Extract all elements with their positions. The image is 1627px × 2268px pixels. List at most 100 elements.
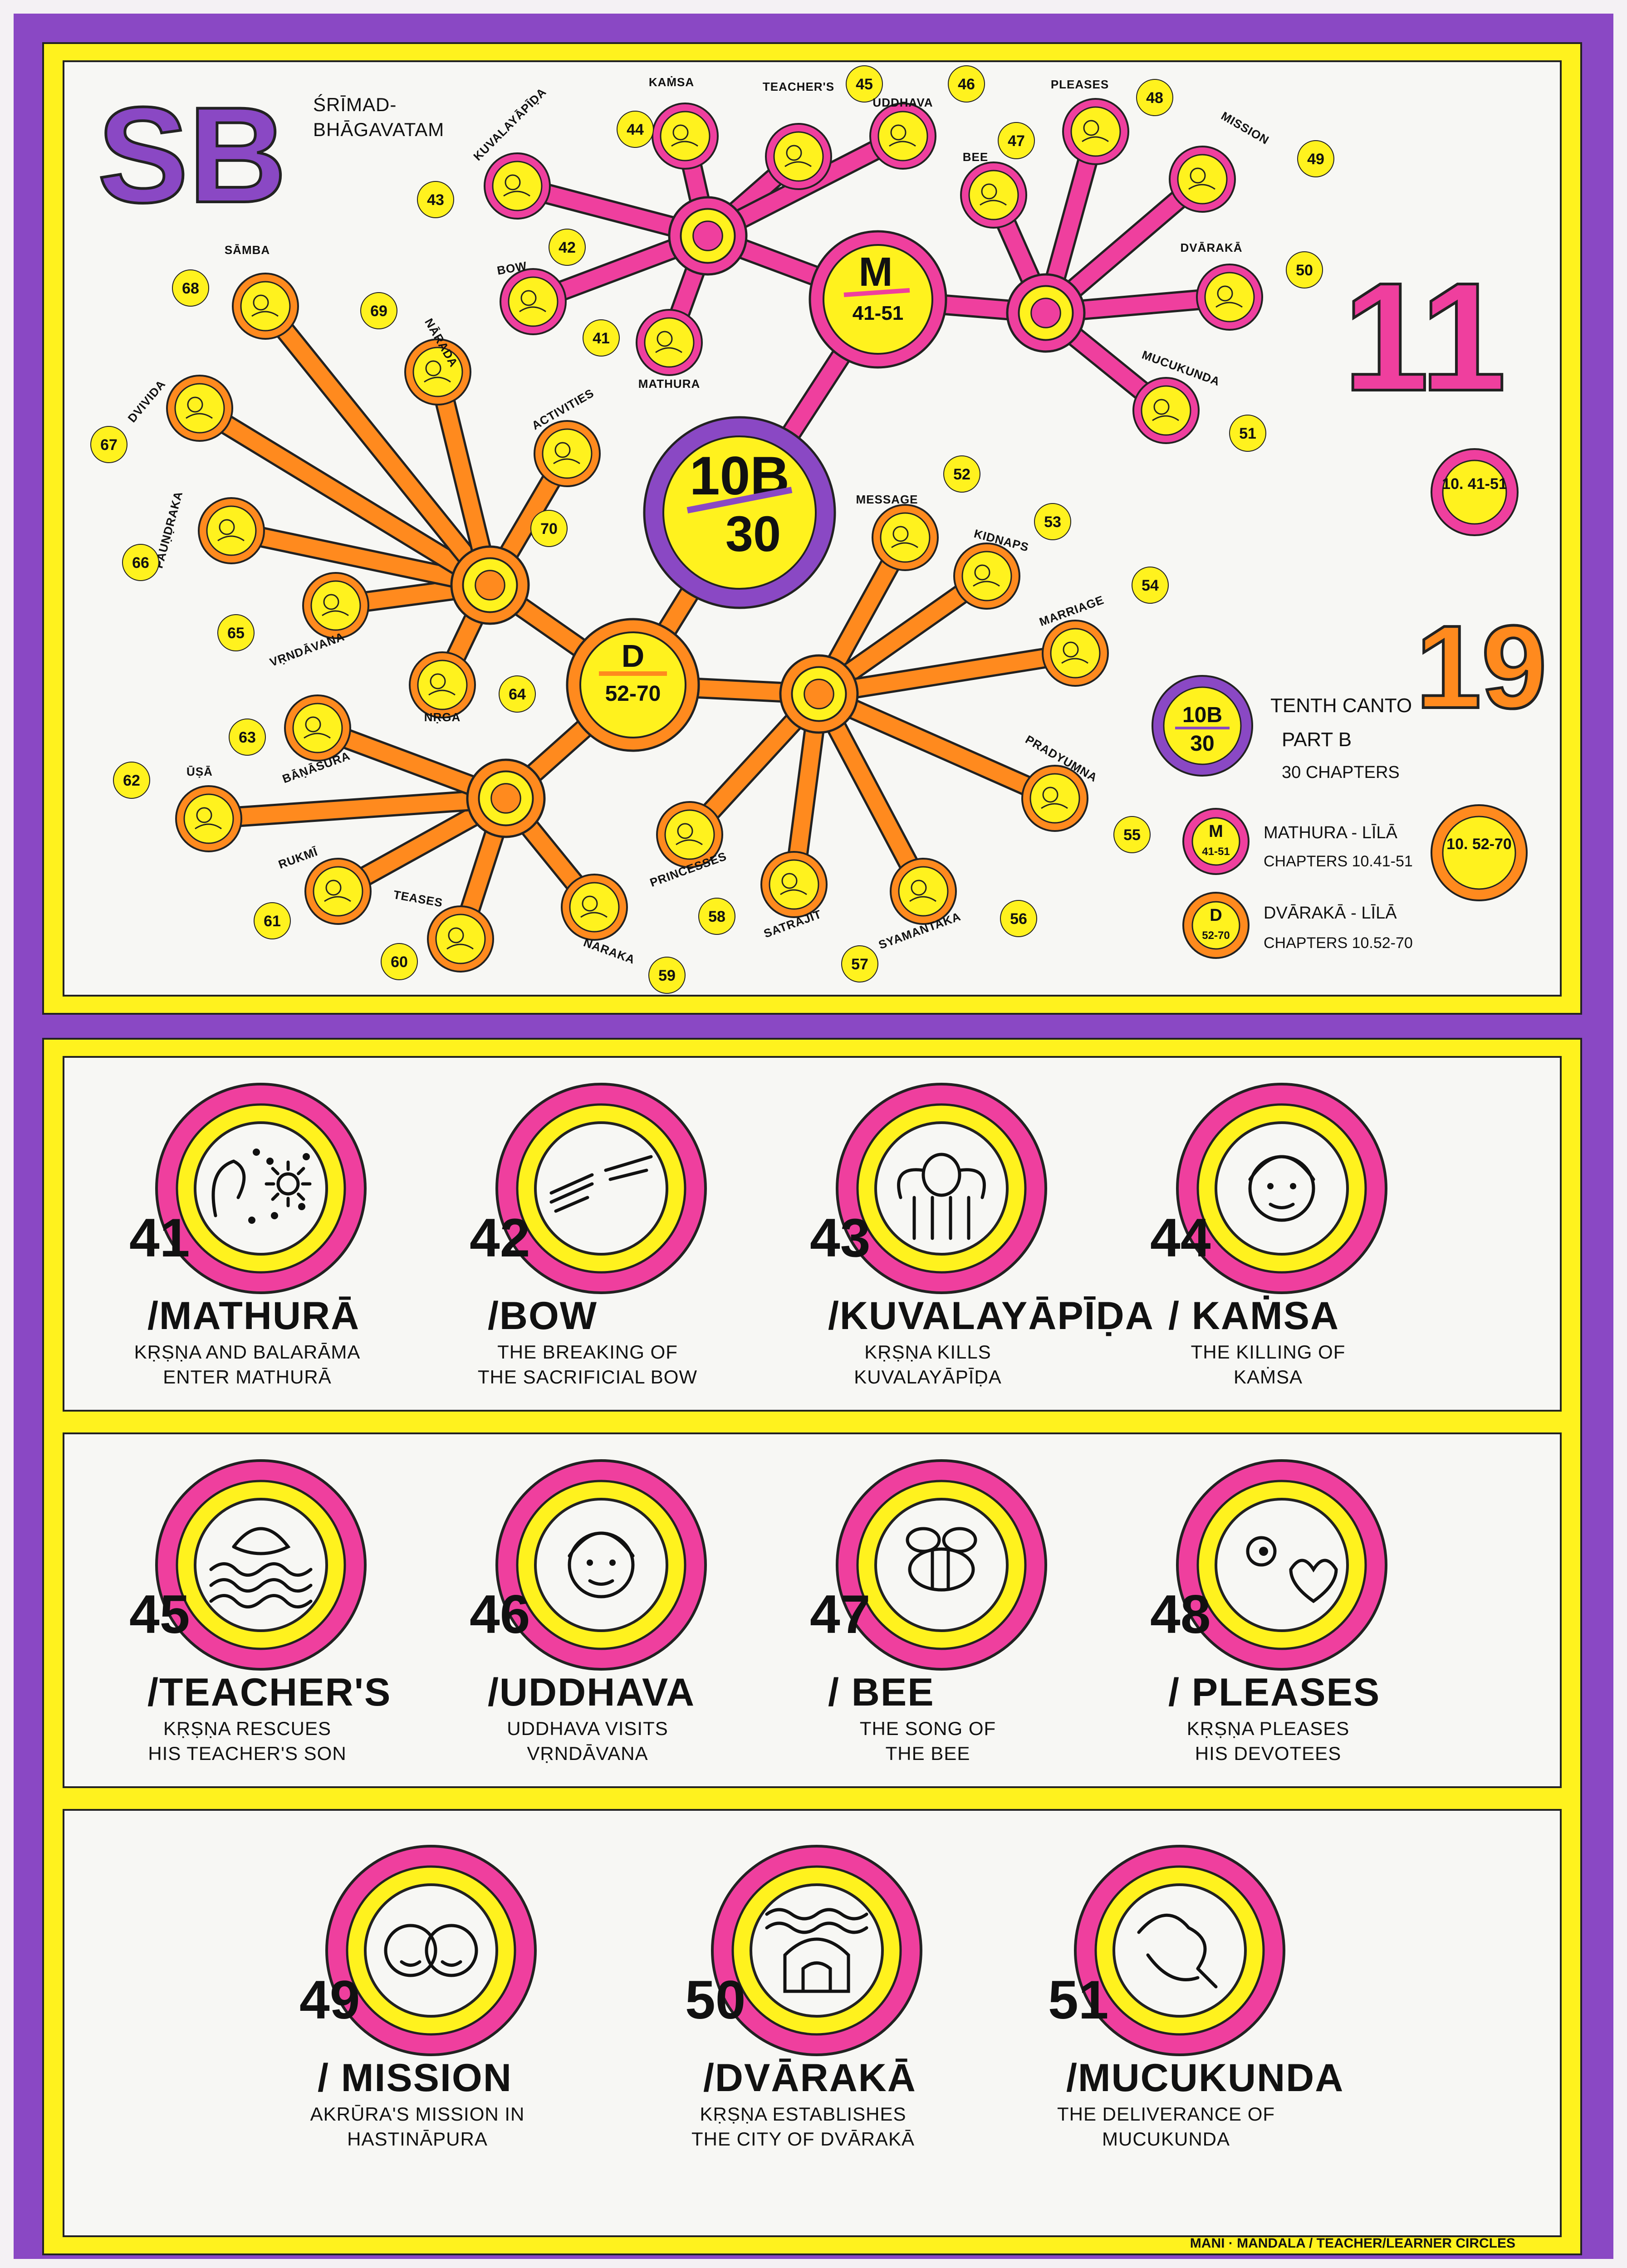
- m-node-numtext-51: 51: [1239, 425, 1256, 442]
- m-node-numtext-50: 50: [1296, 262, 1313, 279]
- card-num-45: 45: [129, 1584, 190, 1645]
- card-desc2-43: KUVALAYĀPĪḌA: [854, 1366, 1002, 1388]
- m-node-num-45: 45: [846, 65, 883, 103]
- dvaraka-subhub-3: [779, 654, 859, 734]
- m-hub-range: 41-51: [853, 302, 904, 324]
- legend-b-text3: 30 CHAPTERS: [1282, 763, 1400, 782]
- center-hub-bottom: 30: [725, 506, 781, 562]
- m-node-numtext-49: 49: [1307, 151, 1324, 168]
- d-node-54-icon: [1061, 641, 1088, 664]
- card-title-47: / BEE: [828, 1671, 935, 1714]
- m-node-41-icon: [655, 331, 682, 353]
- d-node-numtext-53: 53: [1044, 513, 1061, 531]
- d-node-62: ŪṢĀ 62: [113, 762, 242, 852]
- legend-d-text2: CHAPTERS 10.52-70: [1264, 934, 1413, 952]
- m-node-label-48: PLEASES: [1051, 78, 1109, 91]
- d-node-numtext-52: 52: [953, 466, 970, 483]
- d-node-53-icon: [973, 564, 1000, 587]
- d-node-numtext-62: 62: [123, 772, 140, 789]
- d-node-num-68: 68: [172, 269, 209, 307]
- m-node-num-42: 42: [549, 229, 586, 266]
- card-desc2-51: MUCUKUNDA: [1102, 2128, 1230, 2150]
- card-desc1-41: KṚṢṆA AND BALARĀMA: [134, 1341, 361, 1363]
- d-node-68-icon: [251, 294, 279, 317]
- tree-sun-icon: [211, 1149, 312, 1224]
- card-desc2-48: HIS DEVOTEES: [1195, 1743, 1341, 1764]
- d-node-numtext-56: 56: [1010, 910, 1027, 928]
- m-node-num-47: 47: [998, 122, 1035, 159]
- card-51: 51/MUCUKUNDA THE DELIVERANCE OF MUCUKUNDA: [1048, 1845, 1343, 2150]
- legend-d: D 52-70: [1182, 892, 1250, 959]
- m-node-numtext-47: 47: [1008, 132, 1025, 150]
- card-num-43: 43: [810, 1207, 870, 1268]
- card-desc2-44: KAṀSA: [1234, 1366, 1303, 1388]
- footer-credit: MANI · MANDALA / TEACHER/LEARNER CIRCLES: [1190, 2236, 1515, 2251]
- m-node-51-icon: [1152, 399, 1179, 421]
- m-node-num-49: 49: [1297, 140, 1334, 177]
- d-node-num-54: 54: [1132, 567, 1169, 604]
- d-node-70-icon: [553, 442, 580, 464]
- card-num-41: 41: [129, 1207, 190, 1268]
- m-node-num-41: 41: [583, 319, 620, 357]
- card-48: 48 / PLEASES KṚṢṆA PLEASES HIS DEVOTEES: [1150, 1459, 1387, 1764]
- m-node-num-46: 46: [948, 65, 985, 103]
- broken-bow-icon: [549, 1155, 653, 1213]
- d-node-60-icon: [446, 927, 474, 950]
- elephant-icon: [897, 1153, 986, 1240]
- card-title-41: /MATHURĀ: [147, 1294, 360, 1338]
- legend-m-range: 41-51: [1202, 846, 1230, 858]
- card-desc2-49: HASTINĀPURA: [347, 2128, 488, 2150]
- d-node-numtext-69: 69: [370, 303, 387, 320]
- d-node-numtext-55: 55: [1123, 826, 1141, 844]
- d-node-numtext-68: 68: [182, 280, 199, 297]
- range-m-text: 10. 41-51: [1442, 475, 1507, 493]
- legend-m-text2: CHAPTERS 10.41-51: [1264, 853, 1413, 870]
- d-node-numtext-70: 70: [540, 520, 558, 538]
- chapter-big-19: 19: [1416, 601, 1547, 733]
- d-node-num-52: 52: [943, 455, 980, 493]
- m-node-label-46: UDDHAVA: [872, 96, 933, 109]
- card-num-44: 44: [1150, 1207, 1211, 1268]
- m-node-numtext-45: 45: [856, 76, 873, 93]
- subtitle-line2: BHĀGAVATAM: [313, 119, 444, 140]
- d-node-num-61: 61: [254, 902, 291, 939]
- d-node-66-icon: [217, 519, 245, 542]
- dvaraka-subhub-2: [466, 758, 546, 838]
- d-node-62-icon: [195, 807, 222, 830]
- card-title-45: /TEACHER'S: [147, 1671, 391, 1714]
- card-44: 44 / KAṀSA THE KILLING OF KAṀSA: [1150, 1083, 1387, 1388]
- eye-heart-icon: [1246, 1536, 1338, 1603]
- d-node-num-70: 70: [530, 510, 568, 547]
- card-num-42: 42: [470, 1207, 530, 1268]
- uddhava-face-icon: [568, 1531, 635, 1598]
- d-node-num-55: 55: [1113, 816, 1151, 853]
- mandala-hubs: [450, 196, 1086, 838]
- m-node-50: DVĀRAKĀ 50: [1181, 241, 1323, 331]
- d-node-num-62: 62: [113, 762, 150, 799]
- card-desc1-50: KṚṢṆA ESTABLISHES: [700, 2103, 906, 2125]
- d-node-numtext-63: 63: [239, 729, 256, 746]
- mathura-hub: [809, 230, 947, 369]
- chapter-big-11: 11: [1343, 251, 1506, 423]
- d-spoke-62: [198, 788, 516, 829]
- d-node-59-icon: [580, 895, 608, 918]
- m-hub-divider: [843, 288, 910, 297]
- legend-10b-top: 10B: [1182, 703, 1222, 727]
- d-node-numtext-57: 57: [851, 956, 868, 973]
- d-node-67-icon: [186, 396, 213, 419]
- card-title-43: /KUVALAYĀPĪḌA: [828, 1294, 1154, 1338]
- range-d-text: 10. 52-70: [1446, 836, 1512, 853]
- m-node-46-icon: [889, 124, 916, 147]
- legend-m-text1: MATHURA - LĪLĀ: [1264, 823, 1398, 842]
- d-node-label-62: ŪṢĀ: [186, 765, 213, 778]
- card-title-44: / KAṀSA: [1168, 1294, 1339, 1338]
- d-node-numtext-65: 65: [227, 625, 245, 642]
- card-42: 42/BOW THE BREAKING OF THE SACRIFICIAL BOW: [470, 1083, 707, 1388]
- m-node-47: BEE 47: [960, 122, 1035, 229]
- bee-icon: [906, 1527, 977, 1592]
- m-node-label-50: DVĀRAKĀ: [1181, 241, 1243, 254]
- d-node-69-icon: [424, 360, 451, 383]
- m-node-44-icon: [671, 124, 698, 147]
- legend-d-text1: DVĀRAKĀ - LĪLĀ: [1264, 904, 1397, 923]
